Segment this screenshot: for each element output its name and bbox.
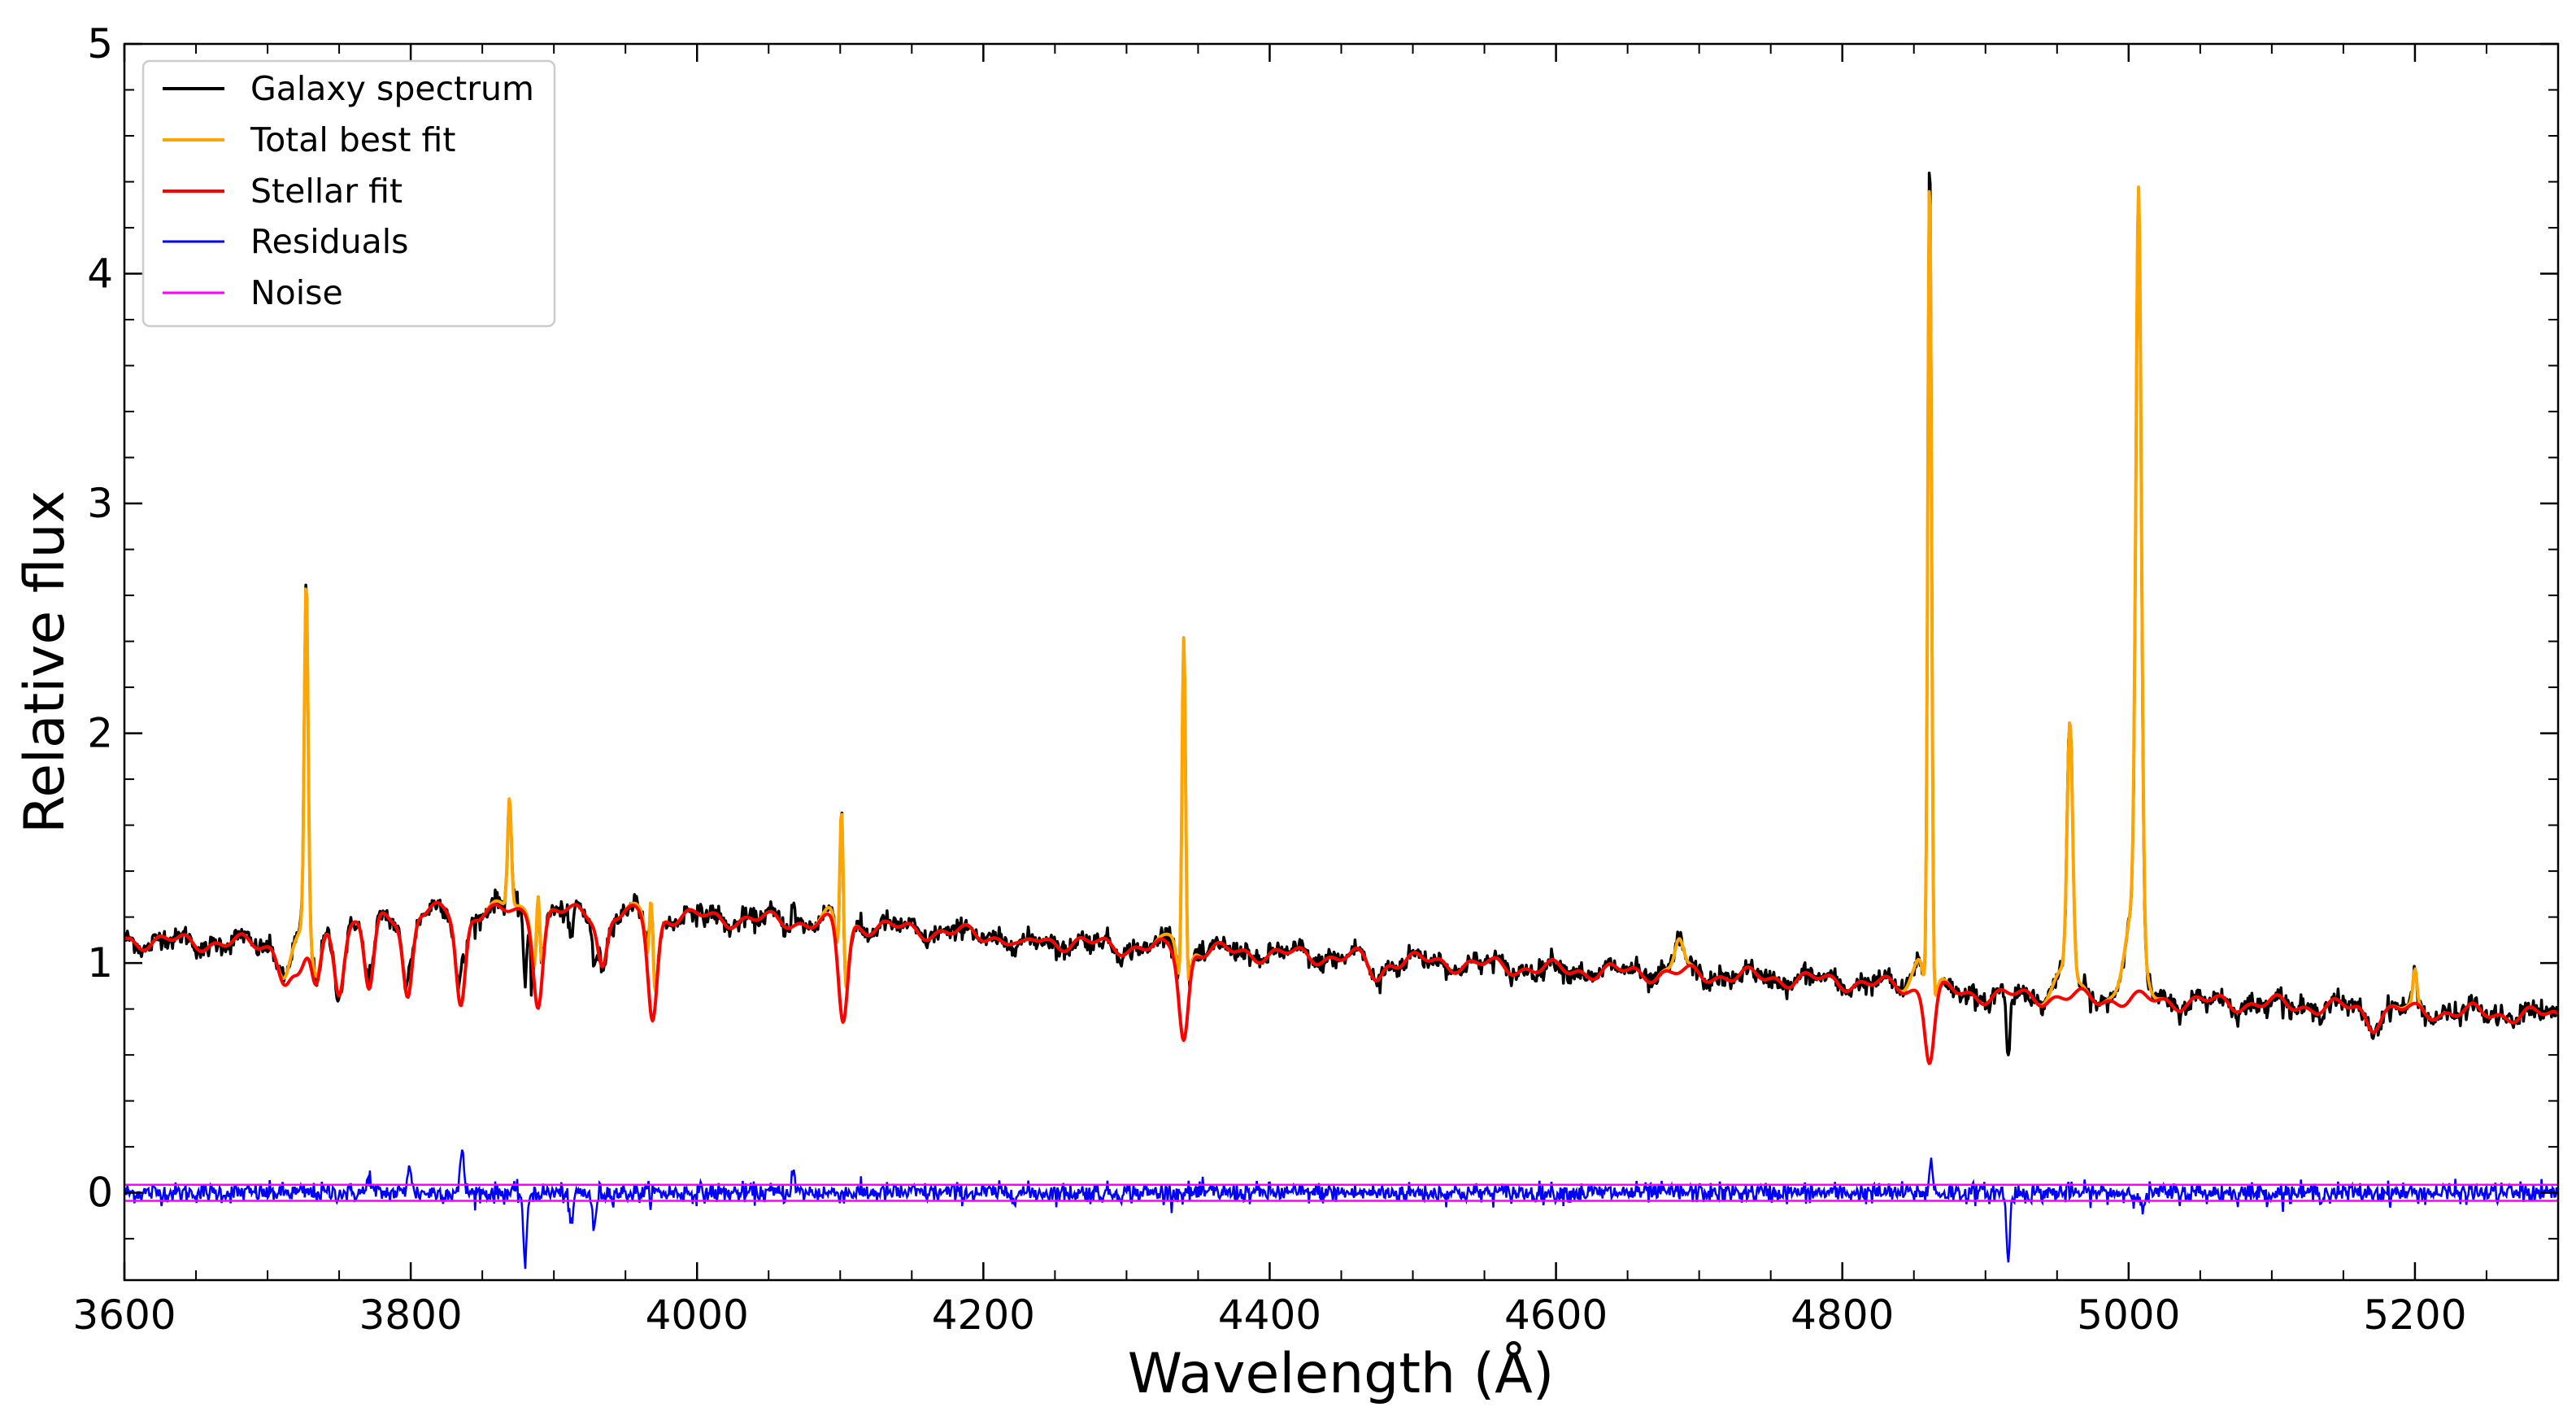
legend-label-residuals: Residuals — [250, 222, 409, 261]
x-tick-label: 3800 — [359, 1292, 462, 1339]
x-tick-label: 4000 — [646, 1292, 749, 1339]
series-layer — [124, 172, 2558, 1270]
series-residuals — [124, 1149, 2558, 1270]
legend-label-stellar: Stellar fit — [250, 172, 402, 211]
y-tick-label: 3 — [87, 480, 113, 527]
x-tick-label: 4800 — [1791, 1292, 1894, 1339]
y-axis-title: Relative flux — [13, 490, 77, 834]
legend-label-noise: Noise — [250, 273, 343, 312]
x-tick-label: 4400 — [1218, 1292, 1321, 1339]
series-stellar-fit — [124, 900, 2558, 1065]
x-tick-label: 5200 — [2363, 1292, 2466, 1339]
y-tick-label: 1 — [87, 939, 113, 987]
x-tick-label: 5000 — [2077, 1292, 2180, 1339]
y-axis: 0 1 2 3 4 5 — [87, 20, 2558, 1240]
y-tick-label: 5 — [87, 20, 113, 68]
x-tick-label: 4200 — [932, 1292, 1035, 1339]
legend-label-total: Total best fit — [250, 120, 455, 159]
x-axis-title: Wavelength (Å) — [1128, 1340, 1555, 1406]
legend-label-galaxy: Galaxy spectrum — [250, 69, 534, 108]
x-tick-label: 4600 — [1504, 1292, 1608, 1339]
legend-box — [141, 59, 556, 328]
y-tick-label: 4 — [87, 250, 113, 298]
y-tick-label: 0 — [87, 1170, 113, 1217]
x-axis: 3600 3800 4000 4200 4400 4600 4800 5000 5200 — [72, 44, 2559, 1339]
y-tick-label: 2 — [87, 710, 113, 757]
legend: Galaxy spectrum Total best fit Stellar f… — [141, 59, 556, 328]
x-tick-label: 3600 — [72, 1292, 176, 1339]
